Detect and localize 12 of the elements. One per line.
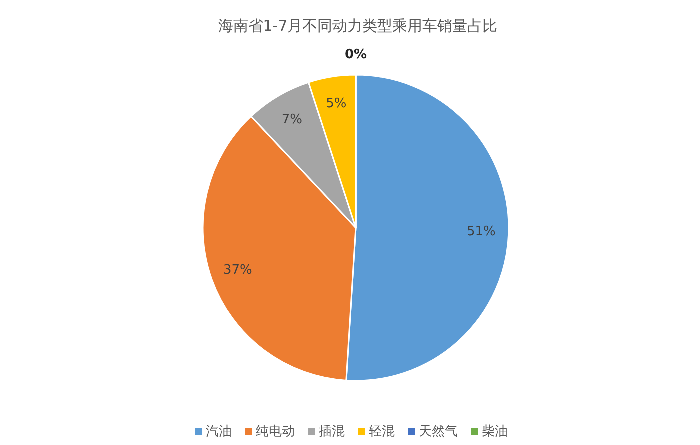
legend-label: 插混 (319, 424, 345, 440)
legend-label: 天然气 (419, 424, 458, 440)
legend-label: 柴油 (482, 424, 508, 440)
data-label: 7% (282, 112, 302, 128)
legend-label: 轻混 (369, 424, 395, 440)
legend-label: 汽油 (206, 424, 232, 440)
data-label: 51% (466, 224, 496, 240)
text: 0% (344, 48, 368, 62)
legend-label: 纯电动 (256, 424, 295, 440)
data-label: 37% (224, 263, 252, 278)
chart-title: 海南省1-7月不同动力类型乘用车销量占比 (218, 17, 498, 35)
data-label: 5% (326, 96, 347, 112)
